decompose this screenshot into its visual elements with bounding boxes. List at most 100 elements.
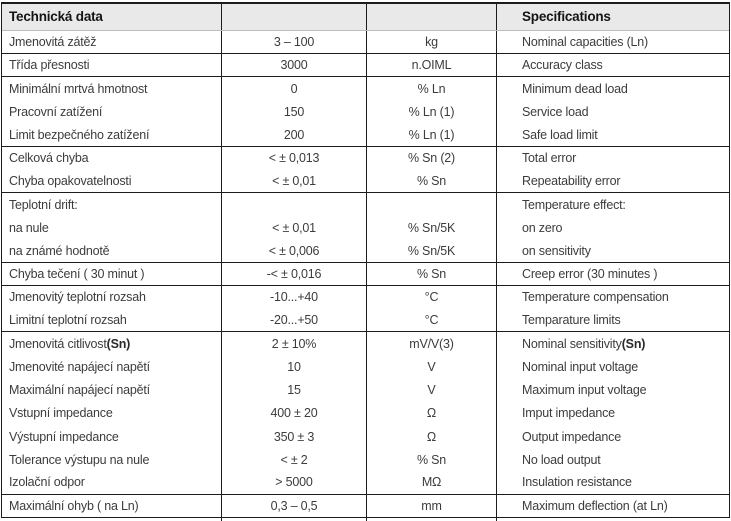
english-label-cell: Temperature effect:: [496, 193, 729, 217]
table-row: Jmenovitý teplotní rozsah -10...+40 °C Temp…: [2, 286, 729, 310]
value-cell: 200: [221, 123, 366, 146]
czech-label-cell: Pracovní zatížení: [9, 104, 103, 119]
table-row: na známé hodnotě < ± 0,006% Sn/5K on sensi…: [2, 239, 729, 263]
table-row: Chyba tečení ( 30 minut ) -< ± 0,016% Sn C…: [2, 262, 729, 287]
table-row: Chyba opakovatelnosti < ± 0,01% Sn Repeata…: [2, 170, 729, 194]
english-label-cell: Insulation resistance: [496, 471, 729, 494]
table-row: Pracovní zatížení 150% Ln (1) Service load: [2, 100, 729, 124]
value-cell: 3 – 100: [221, 31, 366, 54]
unit-cell: °C: [366, 286, 496, 310]
unit-cell: % Sn (2): [366, 146, 496, 171]
unit-cell: % Sn/5K: [366, 239, 496, 262]
value-cell: 3000: [221, 54, 366, 77]
english-label-cell: Creep error (30 minutes ): [496, 262, 729, 286]
value-cell: 400 ± 20: [221, 402, 366, 426]
english-label-cell: on zero: [496, 216, 729, 240]
value-cell: 0: [221, 77, 366, 101]
english-label-cell: Total error: [496, 146, 729, 171]
czech-label-cell: Jmenovitá citlivost (Sn): [9, 336, 131, 351]
unit-cell: Ω: [366, 402, 496, 426]
value-cell: 0,3 – 0,5: [221, 494, 366, 517]
unit-cell: % Sn: [366, 170, 496, 193]
value-cell: < ± 0,013: [221, 146, 366, 171]
english-label-cell: Accuracy class: [496, 54, 729, 77]
value-cell: < ± 0,01: [221, 216, 366, 240]
spec-table-body: Jmenovitá zátěž 3 – 100 kg Nominal capaciti…: [2, 31, 729, 518]
value-cell: 2 ± 10%: [221, 332, 366, 356]
english-label-cell: Nominal capacities (Ln): [496, 31, 729, 54]
value-cell: -20...+50: [221, 309, 366, 332]
unit-cell: mm: [366, 494, 496, 517]
english-label-cell: Nominal sensitivity (Sn): [496, 332, 729, 356]
table-row: Minimální mrtvá hmotnost 0% Ln Minimum dea…: [2, 77, 729, 101]
table-row: Limitní teplotní rozsah -20...+50 °C Tempar…: [2, 309, 729, 333]
english-label-cell: on sensitivity: [496, 239, 729, 262]
czech-label-cell: na známé hodnotě: [9, 243, 110, 258]
english-label-cell: Temparature limits: [496, 309, 729, 332]
czech-label-cell: Maximální napájecí napětí: [9, 383, 150, 398]
value-cell: 150: [221, 100, 366, 124]
unit-cell: V: [366, 378, 496, 402]
value-cell: 350 ± 3: [221, 425, 366, 449]
english-label-cell: Output impedance: [496, 425, 729, 449]
unit-cell: % Ln (1): [366, 100, 496, 124]
value-cell: -< ± 0,016: [221, 262, 366, 286]
czech-label-cell: na nule: [9, 220, 49, 235]
table-row: na nule < ± 0,01% Sn/5K on zero: [2, 216, 729, 240]
czech-label-cell: Třída přesnosti: [9, 58, 90, 73]
unit-cell: MΩ: [366, 471, 496, 494]
english-label-cell: Imput impedance: [496, 402, 729, 426]
english-label-cell: Maximum deflection (at Ln): [496, 494, 729, 517]
czech-label-cell: Jmenovité napájecí napětí: [9, 359, 150, 374]
table-row: Maximální ohyb ( na Ln) 0,3 – 0,5 mm Maximu…: [2, 494, 729, 518]
table-row: Limit bezpečného zatížení 200% Ln (1) Safe…: [2, 123, 729, 147]
czech-label-cell: Minimální mrtvá hmotnost: [9, 81, 148, 96]
english-label-cell: Temperature compensation: [496, 286, 729, 310]
table-header-row: Technická data Specifications: [2, 4, 729, 31]
table-row: Jmenovitá citlivost (Sn) 2 ± 10% mV/V(3) No…: [2, 332, 729, 356]
unit-cell: Ω: [366, 425, 496, 449]
czech-label-cell: Teplotní drift:: [9, 197, 78, 212]
value-cell: 15: [221, 378, 366, 402]
table-row: Maximální napájecí napětí 15 V Maximum inpu…: [2, 378, 729, 402]
unit-cell: kg: [366, 31, 496, 54]
czech-label-cell: Maximální ohyb ( na Ln): [9, 498, 139, 513]
table-row: Třída přesnosti 3000 n.OIML Accuracy class: [2, 54, 729, 78]
unit-cell: % Sn: [366, 262, 496, 286]
english-label-cell: Nominal input voltage: [496, 355, 729, 379]
unit-cell: % Ln (1): [366, 123, 496, 146]
czech-label-cell: Výstupní impedance: [9, 429, 119, 444]
value-cell: > 5000: [221, 471, 366, 494]
header-english-title: Specifications: [496, 4, 729, 30]
czech-label-cell: Jmenovitá zátěž: [9, 34, 97, 49]
czech-label-cell: Celková chyba: [9, 151, 89, 166]
table-row: Jmenovitá zátěž 3 – 100 kg Nominal capaciti…: [2, 31, 729, 55]
unit-cell: % Sn/5K: [366, 216, 496, 240]
value-cell: < ± 0,006: [221, 239, 366, 262]
value-cell: [221, 193, 366, 217]
english-label-cell: Safe load limit: [496, 123, 729, 146]
table-row: Jmenovité napájecí napětí 10 V Nominal inpu…: [2, 355, 729, 379]
english-label-cell: Maximum input voltage: [496, 378, 729, 402]
english-label-cell: Repeatability error: [496, 170, 729, 193]
value-cell: < ± 0,01: [221, 170, 366, 193]
unit-cell: mV/V(3): [366, 332, 496, 356]
english-label-cell: No load output: [496, 448, 729, 472]
value-cell: -10...+40: [221, 286, 366, 310]
header-czech-title: Technická data: [9, 9, 103, 25]
english-label-cell: Service load: [496, 100, 729, 124]
table-bottom-stub: [1, 517, 730, 521]
english-label-cell: Minimum dead load: [496, 77, 729, 101]
unit-cell: % Sn: [366, 448, 496, 472]
czech-label-cell: Jmenovitý teplotní rozsah: [9, 290, 146, 305]
czech-label-cell: Vstupní impedance: [9, 406, 113, 421]
unit-cell: [366, 193, 496, 217]
value-cell: < ± 2: [221, 448, 366, 472]
czech-label-cell: Limitní teplotní rozsah: [9, 313, 127, 328]
table-row: Teplotní drift: Temperature effect:: [2, 193, 729, 217]
unit-cell: °C: [366, 309, 496, 332]
unit-cell: V: [366, 355, 496, 379]
value-cell: 10: [221, 355, 366, 379]
